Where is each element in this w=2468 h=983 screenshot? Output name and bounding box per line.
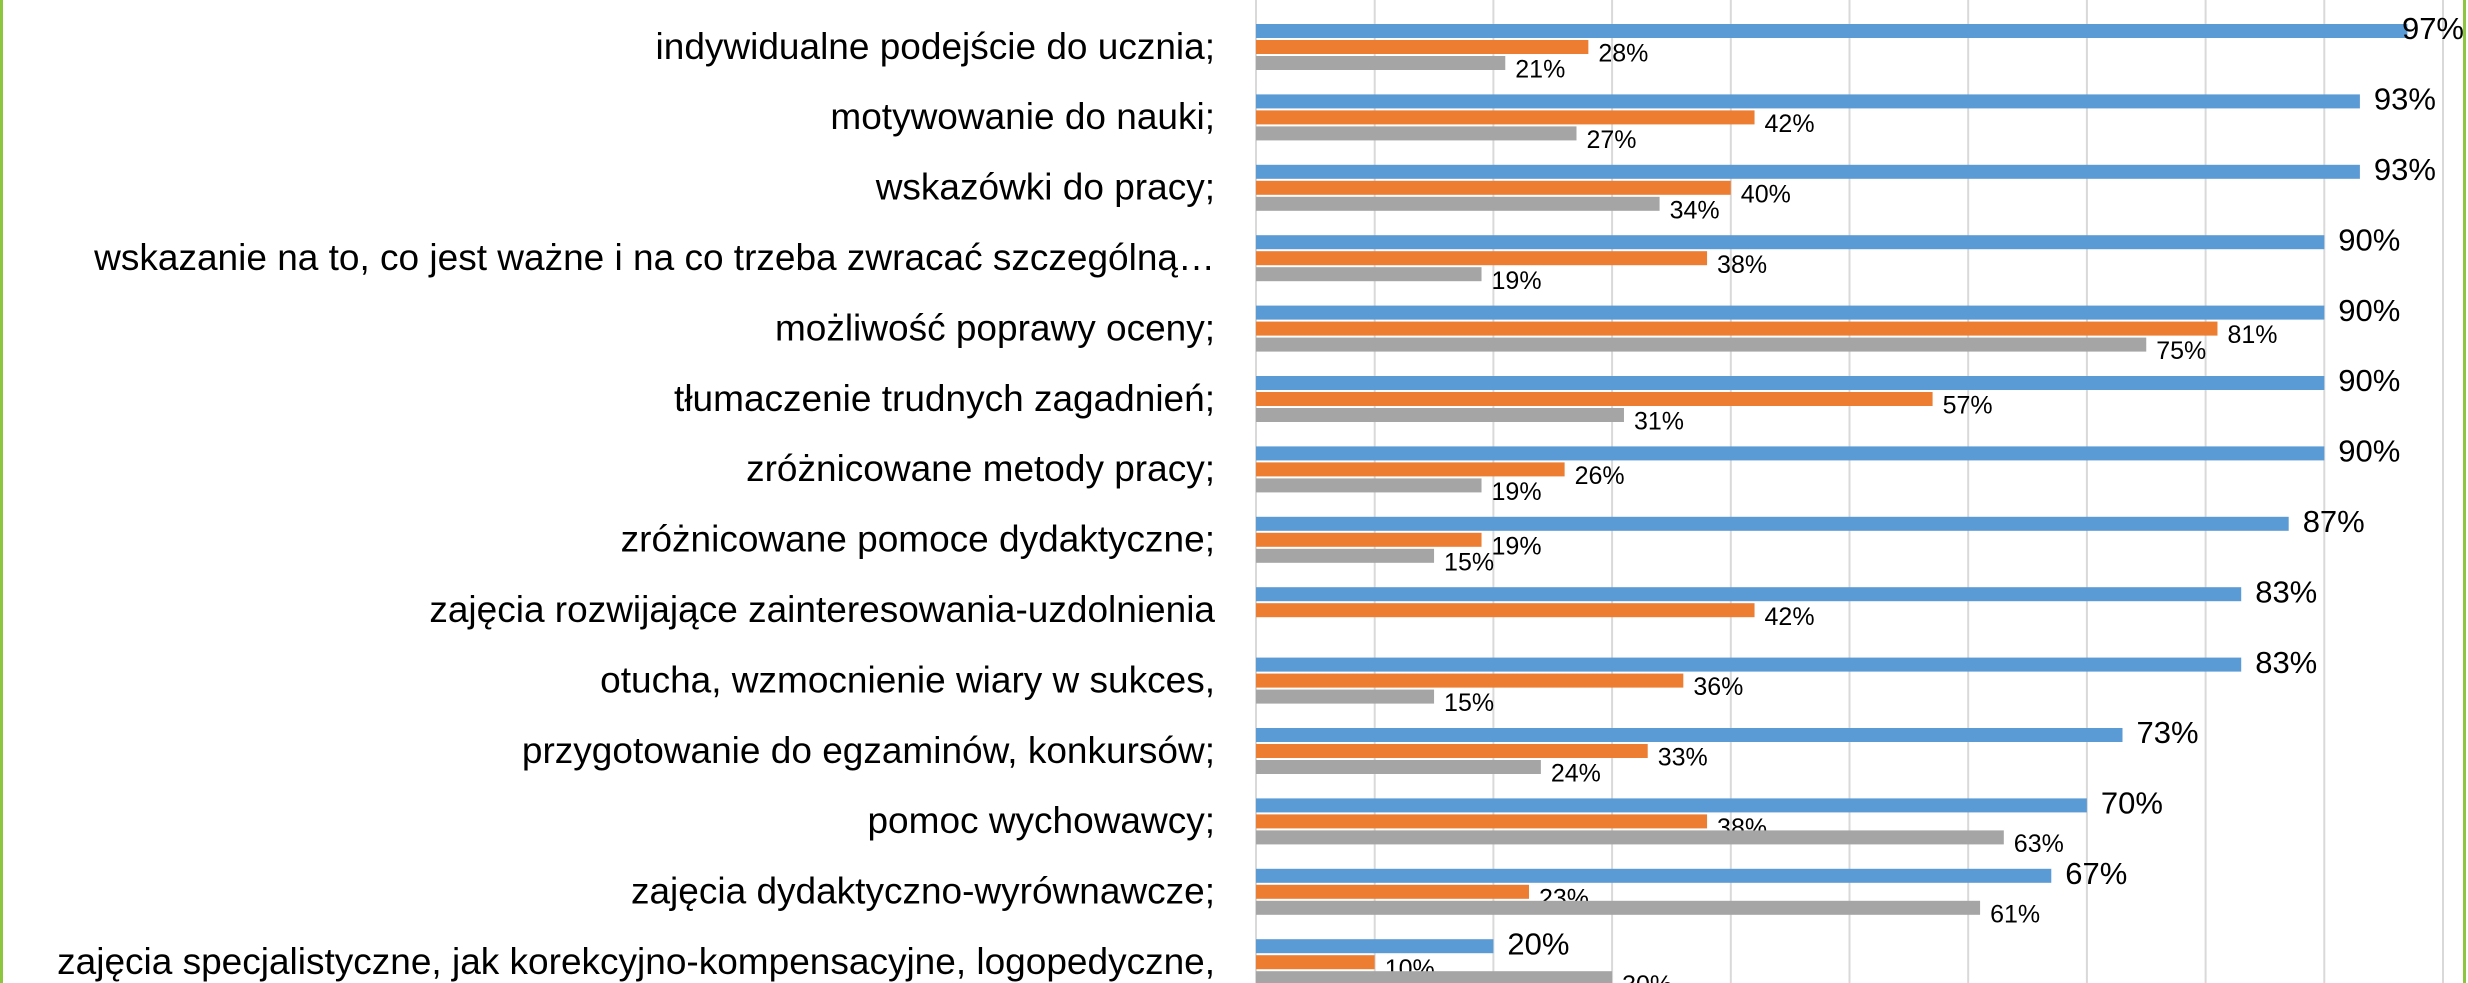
bar: [1256, 689, 1435, 704]
value-label: 19%: [1492, 532, 1542, 560]
value-label: 36%: [1693, 673, 1743, 701]
bar: [1256, 900, 1981, 915]
value-label: 38%: [1717, 251, 1767, 279]
category-label: wskazówki do pracy;: [875, 167, 1215, 208]
slide-border: [0, 0, 3, 983]
bar: [1256, 126, 1577, 141]
bar: [1256, 532, 1482, 547]
bar: [1256, 478, 1482, 493]
bar: [1256, 408, 1624, 422]
bar: [1256, 673, 1684, 688]
bar: [1256, 798, 2087, 813]
bar: [1256, 446, 2325, 461]
value-label: 93%: [2374, 152, 2436, 187]
bar: [1256, 830, 2004, 845]
value-label: 19%: [1492, 478, 1542, 506]
category-label: zróżnicowane pomoce dydaktyczne;: [621, 519, 1215, 560]
bar: [1256, 868, 2052, 883]
bar: [1256, 760, 1541, 774]
value-label: 67%: [2065, 856, 2127, 891]
bar: [1256, 251, 1708, 266]
bar: [1256, 548, 1435, 563]
value-label: 21%: [1515, 56, 1565, 84]
category-label: zajęcia dydaktyczno-wyrównawcze;: [631, 871, 1215, 912]
bar: [1256, 196, 1660, 211]
category-label: możliwość poprawy oceny;: [775, 307, 1215, 348]
category-label: motywowanie do nauki;: [830, 96, 1215, 137]
bar: [1256, 744, 1648, 758]
value-label: 63%: [2014, 830, 2064, 858]
value-label: 30%: [1622, 971, 1672, 983]
value-label: 31%: [1634, 408, 1684, 436]
bar: [1256, 110, 1755, 125]
bar: [1256, 728, 2123, 742]
value-label: 15%: [1444, 689, 1494, 717]
category-label: zajęcia specjalistyczne, jak korekcyjno-…: [57, 941, 1215, 982]
bar: [1256, 24, 2408, 38]
bar: [1256, 939, 1494, 954]
value-label: 83%: [2255, 645, 2317, 680]
bar: [1256, 235, 2325, 250]
bar: [1256, 321, 2218, 336]
bar: [1256, 462, 1565, 477]
bar: [1256, 376, 2325, 390]
bar: [1256, 814, 1708, 829]
value-label: 90%: [2338, 222, 2400, 257]
bar: [1256, 94, 2360, 109]
value-label: 42%: [1765, 110, 1815, 138]
value-label: 19%: [1492, 267, 1542, 295]
bar: [1256, 955, 1375, 970]
value-label: 61%: [1990, 900, 2040, 928]
value-label: 27%: [1586, 126, 1636, 154]
bar: [1256, 40, 1589, 54]
value-label: 93%: [2374, 82, 2436, 117]
bar: [1256, 56, 1506, 70]
slide-border: [2463, 0, 2466, 983]
category-label: wskazanie na to, co jest ważne i na co t…: [93, 237, 1215, 278]
value-label: 24%: [1551, 760, 1601, 788]
value-label: 57%: [1943, 392, 1993, 420]
value-label: 34%: [1670, 196, 1720, 224]
value-label: 83%: [2255, 574, 2317, 609]
bar: [1256, 587, 2242, 602]
bar: [1256, 603, 1755, 618]
category-label: tłumaczenie trudnych zagadnień;: [674, 378, 1215, 419]
bar: [1256, 657, 2242, 672]
value-label: 90%: [2338, 434, 2400, 469]
value-label: 97%: [2402, 11, 2464, 46]
value-label: 75%: [2156, 337, 2206, 365]
value-label: 28%: [1598, 40, 1648, 68]
value-label: 87%: [2303, 504, 2365, 539]
value-label: 15%: [1444, 548, 1494, 576]
bar: [1256, 392, 1933, 406]
value-label: 73%: [2137, 715, 2199, 750]
category-label: przygotowanie do egzaminów, konkursów;: [522, 730, 1215, 771]
value-label: 26%: [1575, 462, 1625, 490]
bar: [1256, 516, 2289, 531]
bar: [1256, 267, 1482, 282]
value-label: 40%: [1741, 180, 1791, 208]
bar: [1256, 337, 2147, 352]
bar: [1256, 305, 2325, 320]
bar: [1256, 180, 1731, 195]
bar: [1256, 971, 1613, 983]
category-label: otucha, wzmocnienie wiary w sukces,: [600, 659, 1215, 700]
value-label: 90%: [2338, 363, 2400, 398]
value-label: 90%: [2338, 293, 2400, 328]
category-label: pomoc wychowawcy;: [867, 800, 1215, 841]
value-label: 81%: [2227, 321, 2277, 349]
category-label: zajęcia rozwijające zainteresowania-uzdo…: [429, 589, 1215, 630]
category-label: zróżnicowane metody pracy;: [746, 448, 1215, 489]
category-label: indywidualne podejście do ucznia;: [656, 26, 1215, 67]
value-label: 20%: [1507, 926, 1569, 961]
bar: [1256, 884, 1530, 899]
value-label: 42%: [1765, 603, 1815, 631]
value-label: 33%: [1658, 744, 1708, 772]
value-label: 70%: [2101, 786, 2163, 821]
bar: [1256, 164, 2360, 179]
